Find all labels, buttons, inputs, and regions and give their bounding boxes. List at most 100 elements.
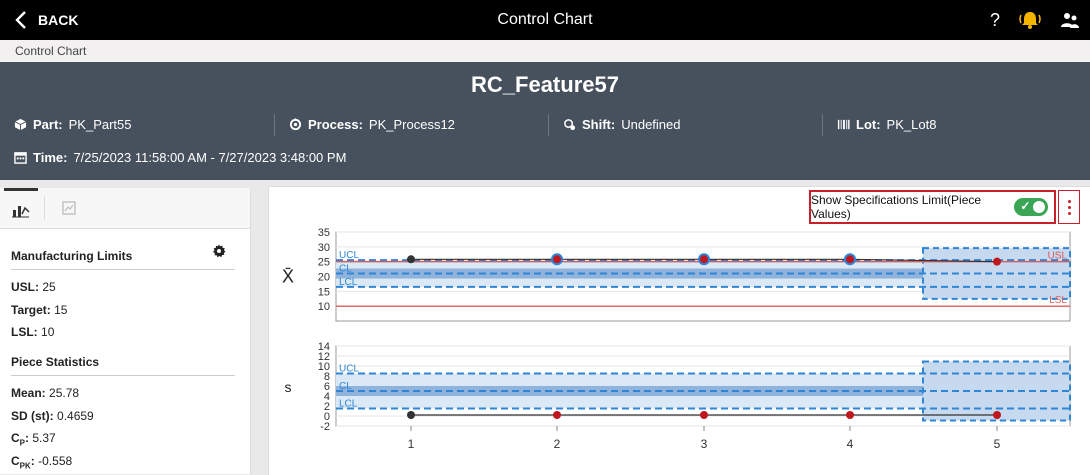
data-point — [993, 411, 1001, 419]
sd-value: 0.4659 — [57, 409, 94, 423]
sd-label: SD (st): — [11, 409, 54, 423]
y-tick-label: 2 — [324, 401, 330, 413]
cl-label: CL — [339, 264, 352, 275]
data-point — [993, 257, 1001, 266]
y-tick-label: 0 — [324, 411, 330, 423]
process-info: Process: PK_Process12 — [289, 117, 455, 132]
settings-gear-icon[interactable] — [212, 244, 226, 258]
cpk-value: -0.558 — [38, 454, 73, 468]
y-tick-label: 14 — [318, 341, 330, 353]
barcode-icon — [837, 119, 850, 130]
process-label: Process: — [308, 117, 363, 132]
chart-stats-icon — [12, 205, 30, 217]
data-point — [698, 253, 710, 266]
chevron-left-icon — [15, 11, 26, 29]
breadcrumb: Control Chart — [0, 40, 1090, 62]
usl-label: USL: — [11, 280, 39, 294]
calendar-icon — [14, 152, 27, 164]
more-options-button[interactable] — [1058, 190, 1080, 224]
switch-knob — [1033, 201, 1045, 213]
lot-info: Lot: PK_Lot8 — [837, 117, 936, 132]
lot-label: Lot: — [856, 117, 881, 132]
y-tick-label: 8 — [324, 371, 330, 383]
usl-label: USL — [1048, 251, 1068, 262]
shift-label: Shift: — [582, 117, 616, 132]
y-tick-label: 12 — [318, 351, 330, 363]
cp-stat: CP: 5.37 — [11, 431, 56, 447]
data-point — [407, 411, 415, 419]
time-label: Time: — [33, 150, 68, 165]
control-charts: 101520253035UCLCLLCLUSLLSLX̄-20246810121… — [282, 227, 1071, 451]
x-tick-label: 5 — [994, 437, 1001, 451]
ucl-label: UCL — [339, 364, 359, 375]
data-point — [846, 411, 854, 419]
part-label: Part: — [33, 117, 63, 132]
kebab-dot — [1067, 205, 1071, 209]
lsl-stat: LSL: 10 — [11, 325, 54, 339]
y-tick-label: 10 — [318, 361, 330, 373]
x-tick-label: 4 — [847, 437, 854, 451]
process-value: PK_Process12 — [368, 117, 455, 132]
cp-value: 5.37 — [32, 431, 56, 445]
x-tick-label: 3 — [701, 437, 708, 451]
breadcrumb-item[interactable]: Control Chart — [15, 44, 87, 58]
shift-info: Shift: Undefined — [563, 117, 681, 132]
process-icon — [289, 118, 302, 131]
lsl-value: 10 — [41, 325, 55, 339]
cpk-label: CPK: — [11, 454, 35, 471]
app-title: Control Chart — [497, 11, 593, 28]
mean-stat: Mean: 25.78 — [11, 386, 79, 400]
cube-icon — [14, 118, 27, 131]
divider — [548, 114, 549, 136]
lcl-label: LCL — [339, 399, 358, 410]
lcl-label: LCL — [339, 277, 358, 288]
spec-limit-toggle-box: Show Specifications Limit(Piece Values) … — [809, 190, 1056, 224]
y-tick-label: 25 — [318, 257, 330, 269]
shift-value: Undefined — [621, 117, 681, 132]
kebab-dot — [1067, 199, 1071, 203]
time-value: 7/25/2023 11:58:00 AM - 7/27/2023 3:48:0… — [73, 150, 347, 165]
cp-label: CP: — [11, 431, 30, 448]
y-tick-label: 15 — [318, 286, 330, 298]
divider — [274, 114, 275, 136]
y-tick-label: 20 — [318, 272, 330, 284]
mean-label: Mean: — [11, 386, 46, 400]
target-value: 15 — [54, 303, 68, 317]
data-point — [700, 411, 708, 419]
back-label: BACK — [38, 12, 79, 28]
x-tick-label: 2 — [554, 437, 561, 451]
statistics-panel: Manufacturing Limits USL: 25 Target: 15 … — [0, 188, 251, 474]
feature-header: RC_Feature57 Part: PK_Part55 Process: PK… — [0, 62, 1090, 180]
target-label: Target: — [11, 303, 51, 317]
back-button[interactable]: BACK — [14, 0, 78, 40]
alarm-bell-icon[interactable] — [1018, 10, 1042, 30]
data-point — [553, 411, 561, 419]
help-icon[interactable]: ? — [989, 9, 1000, 30]
check-icon: ✓ — [1020, 199, 1031, 213]
y-axis-label: s — [285, 379, 292, 395]
y-tick-label: 30 — [318, 242, 330, 254]
x-tick-label: 1 — [408, 437, 415, 451]
data-point — [844, 253, 856, 266]
cpk-stat: CPK: -0.558 — [11, 454, 72, 470]
lot-value: PK_Lot8 — [886, 117, 937, 132]
target-stat: Target: 15 — [11, 303, 67, 317]
cl-label: CL — [339, 381, 352, 392]
tab-details[interactable] — [52, 188, 86, 228]
y-tick-label: 4 — [324, 391, 330, 403]
piece-statistics-title: Piece Statistics — [11, 355, 235, 376]
sd-stat: SD (st): 0.4659 — [11, 409, 94, 423]
time-info: Time: 7/25/2023 11:58:00 AM - 7/27/2023 … — [14, 150, 346, 165]
spec-limit-switch[interactable]: ✓ — [1014, 198, 1048, 216]
users-icon[interactable] — [1060, 11, 1080, 29]
top-bar: BACK Control Chart ? — [0, 0, 1090, 40]
tab-statistics[interactable] — [4, 188, 38, 228]
data-point — [407, 255, 415, 264]
shift-gear-icon — [564, 119, 576, 131]
spec-limit-toggle-label: Show Specifications Limit(Piece Values) — [811, 193, 982, 221]
y-tick-label: -2 — [320, 421, 330, 433]
feature-title: RC_Feature57 — [471, 72, 619, 97]
panel-tabs — [0, 188, 250, 229]
part-value: PK_Part55 — [68, 117, 132, 132]
divider — [822, 114, 823, 136]
